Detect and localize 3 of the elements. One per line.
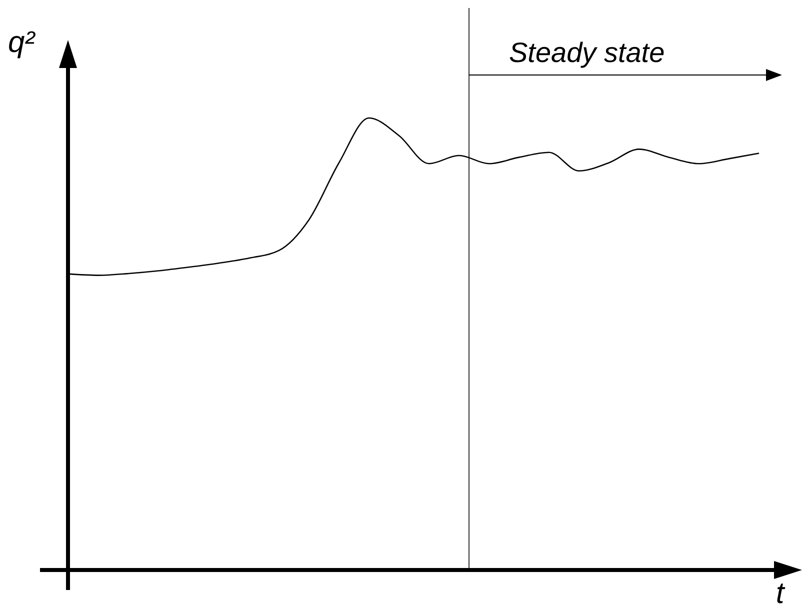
x-axis-title: t (776, 577, 786, 610)
text: Steady state (509, 37, 665, 68)
y-axis-title: q² (8, 26, 36, 59)
